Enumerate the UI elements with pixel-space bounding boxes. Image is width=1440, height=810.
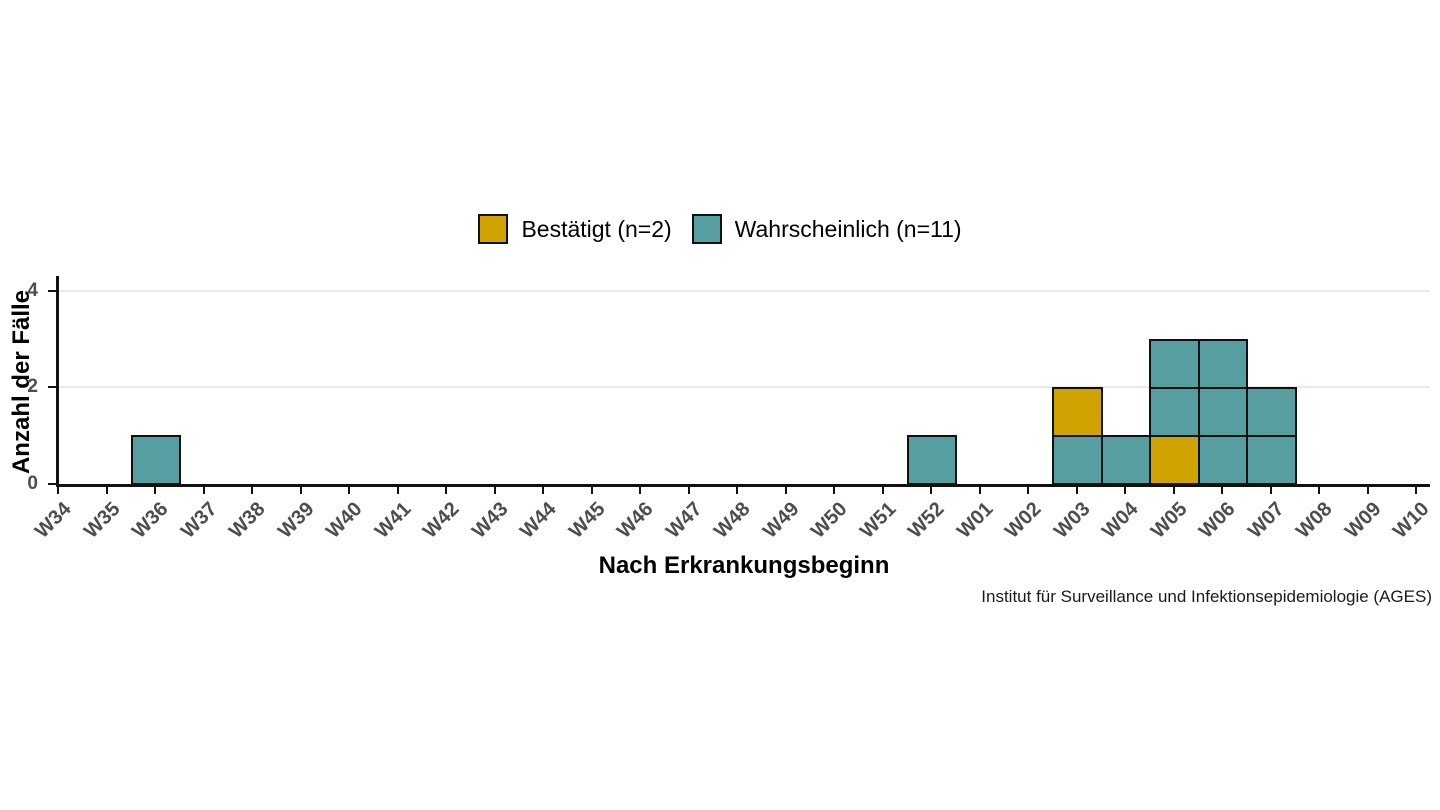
x-tick-label-W38: W38 (224, 497, 270, 543)
x-tick-label-W10: W10 (1388, 497, 1434, 543)
bar-cell-W36-wahrscheinlich (130, 435, 182, 486)
x-tick-label-W40: W40 (321, 497, 367, 543)
x-tick-W01 (978, 486, 981, 494)
x-tick-label-W41: W41 (370, 497, 416, 543)
gridline-y4 (59, 289, 1430, 292)
x-tick-W42 (445, 486, 447, 494)
y-tick-label-4: 4 (27, 279, 38, 301)
bar-cell-W07-wahrscheinlich (1246, 435, 1297, 486)
bar-cell-W05-wahrscheinlich (1149, 387, 1200, 438)
x-tick-label-W52: W52 (903, 497, 949, 543)
bar-cell-W07-wahrscheinlich (1246, 387, 1297, 438)
x-tick-label-W09: W09 (1340, 497, 1386, 543)
gridline-y2 (59, 386, 1430, 389)
y-tick-label-2: 2 (27, 376, 38, 398)
bar-cell-W05-bestaetigt (1149, 435, 1200, 486)
legend-item-bestaetigt: Bestätigt (n=2) (478, 214, 672, 244)
x-tick-label-W08: W08 (1291, 497, 1337, 543)
x-tick-W47 (687, 486, 690, 494)
bar-cell-W03-bestaetigt (1052, 387, 1103, 438)
legend-item-wahrscheinlich: Wahrscheinlich (n=11) (691, 214, 962, 244)
x-axis-line (56, 483, 1430, 487)
y-axis-line (56, 276, 59, 487)
x-tick-W39 (299, 486, 302, 494)
x-tick-label-W35: W35 (79, 497, 125, 543)
x-tick-W04 (1124, 486, 1126, 494)
x-axis-title: Nach Erkrankungsbeginn (598, 552, 890, 579)
x-tick-W05 (1172, 486, 1175, 494)
bar-cell-W06-wahrscheinlich (1197, 338, 1249, 390)
x-tick-W03 (1075, 486, 1078, 494)
bar-cell-W06-wahrscheinlich (1197, 435, 1249, 486)
x-tick-W09 (1366, 486, 1369, 494)
x-tick-label-W50: W50 (806, 497, 852, 543)
x-tick-W46 (639, 486, 641, 494)
source-caption: Institut für Surveillance und Infektions… (981, 587, 1432, 606)
x-tick-label-W42: W42 (418, 497, 464, 543)
y-tick-label-0: 0 (27, 472, 38, 494)
x-tick-label-W37: W37 (176, 497, 222, 543)
x-tick-label-W47: W47 (661, 497, 707, 543)
x-tick-W44 (542, 486, 544, 494)
x-tick-label-W03: W03 (1049, 497, 1095, 543)
bar-cell-W04-wahrscheinlich (1100, 435, 1152, 486)
x-tick-W43 (493, 486, 496, 494)
x-tick-label-W02: W02 (1000, 497, 1046, 543)
x-tick-W10 (1415, 486, 1417, 494)
x-tick-W48 (736, 486, 738, 494)
y-tick-4 (48, 289, 56, 292)
bar-cell-W52-wahrscheinlich (906, 435, 958, 486)
x-tick-W38 (251, 486, 253, 494)
x-tick-W45 (590, 486, 593, 494)
x-tick-W34 (57, 486, 59, 494)
x-tick-label-W39: W39 (273, 497, 319, 543)
x-tick-label-W01: W01 (952, 497, 998, 543)
x-tick-W52 (930, 486, 932, 494)
legend-swatch-wahrscheinlich (691, 214, 722, 244)
x-tick-W40 (348, 486, 350, 494)
x-tick-label-W51: W51 (855, 497, 901, 543)
x-tick-label-W43: W43 (467, 497, 513, 543)
x-tick-label-W45: W45 (564, 497, 610, 543)
x-tick-label-W44: W44 (515, 497, 561, 543)
x-tick-label-W06: W06 (1194, 497, 1240, 543)
legend-label-wahrscheinlich: Wahrscheinlich (n=11) (734, 215, 962, 242)
x-tick-W41 (396, 486, 399, 494)
x-tick-label-W48: W48 (709, 497, 755, 543)
legend-label-bestaetigt: Bestätigt (n=2) (521, 215, 672, 242)
x-tick-W02 (1027, 486, 1029, 494)
x-tick-W07 (1269, 486, 1272, 494)
x-tick-W51 (881, 486, 884, 494)
x-tick-label-W34: W34 (30, 497, 76, 543)
bar-cell-W05-wahrscheinlich (1149, 338, 1200, 390)
x-tick-W36 (154, 486, 156, 494)
x-tick-label-W49: W49 (758, 497, 804, 543)
x-tick-label-W04: W04 (1097, 497, 1143, 543)
legend: Bestätigt (n=2) Wahrscheinlich (n=11) (0, 214, 1440, 244)
bar-cell-W03-wahrscheinlich (1052, 435, 1103, 486)
x-tick-W35 (105, 486, 108, 494)
x-tick-label-W07: W07 (1243, 497, 1289, 543)
x-tick-label-W46: W46 (612, 497, 658, 543)
x-tick-label-W05: W05 (1146, 497, 1192, 543)
legend-swatch-bestaetigt (478, 214, 509, 244)
x-tick-W37 (202, 486, 205, 494)
x-tick-W49 (784, 486, 787, 494)
x-tick-W08 (1318, 486, 1320, 494)
bar-cell-W06-wahrscheinlich (1197, 387, 1249, 438)
y-tick-2 (48, 386, 56, 389)
x-tick-W50 (833, 486, 835, 494)
y-tick-0 (48, 482, 56, 485)
x-tick-W06 (1221, 486, 1223, 494)
x-tick-label-W36: W36 (127, 497, 173, 543)
